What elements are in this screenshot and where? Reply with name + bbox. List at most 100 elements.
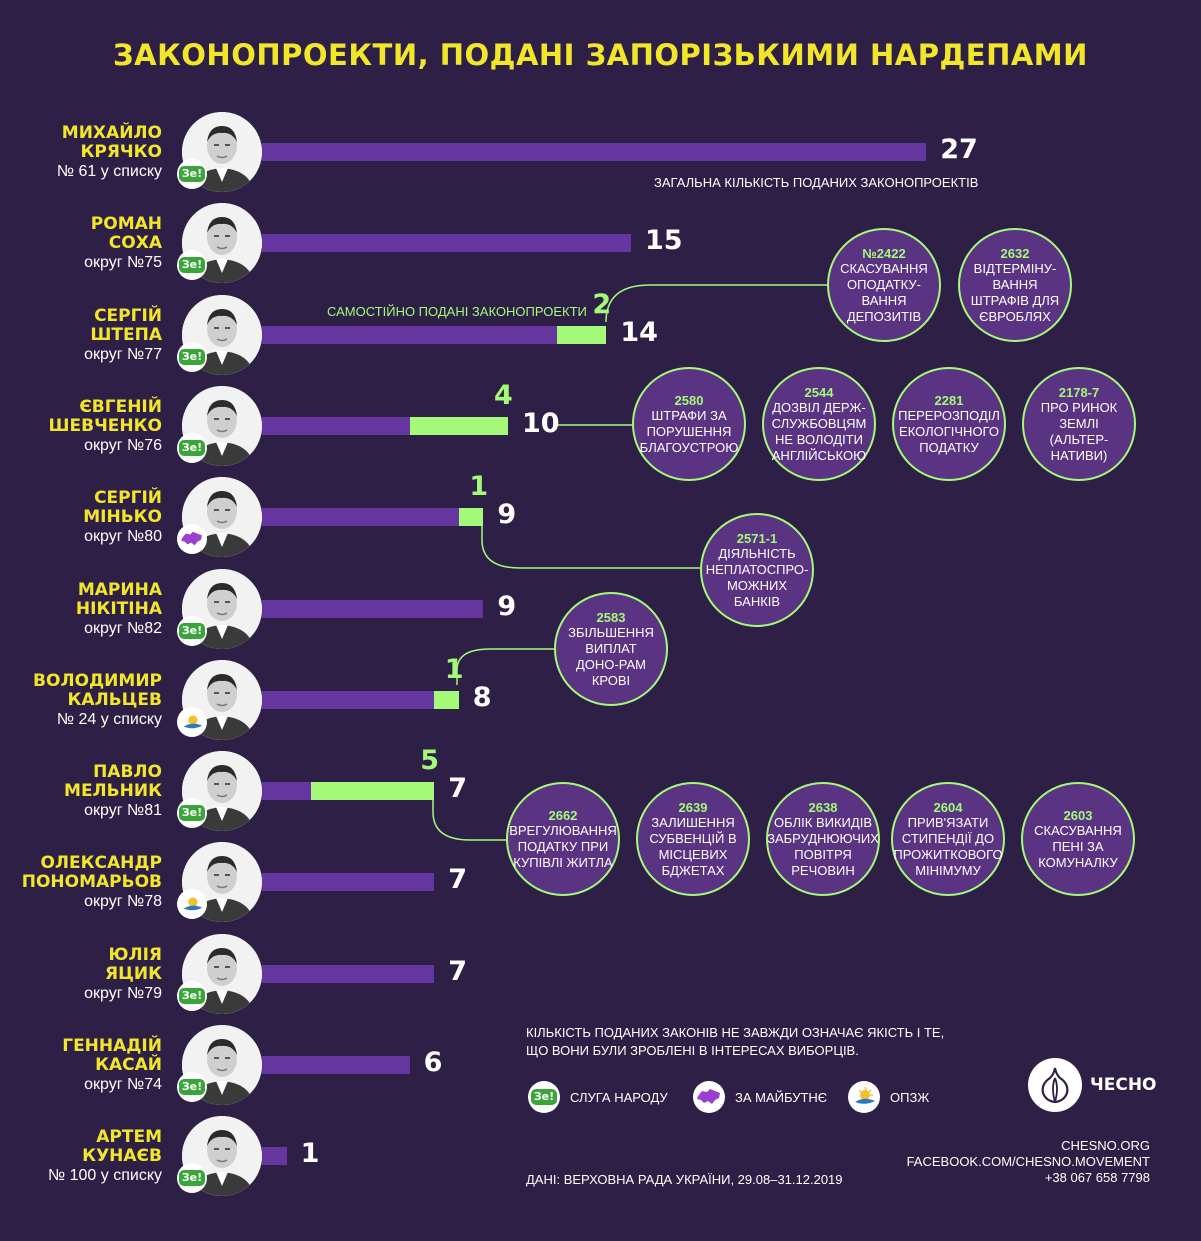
self-caption: САМОСТІЙНО ПОДАНІ ЗАКОНОПРОЕКТИ [327,304,587,319]
total-count-label: 1 [300,1138,320,1170]
self-bar [434,690,459,709]
total-bar [262,143,927,161]
ze-badge-icon: Зе! [528,1081,560,1113]
candidate-last-name: ПОНОМАРЬОВ [21,872,162,893]
bill-title: ЗАЛИШЕННЯ СУБВЕНЦІЙ В МІСЦЕВИХ БДЖЕТАХ [649,814,737,878]
bill-bubble: 2632 ВІДТЕРМІНУ-ВАННЯ ШТРАФІВ ДЛЯ ЄВРОБЛЯ… [958,228,1072,342]
candidate-district: округ №81 [84,802,162,820]
candidate-district: № 61 у списку [56,163,162,180]
party-badge-icon: Зе! [177,1072,207,1102]
bill-title: ПЕРЕРОЗПОДІЛ ЕКОЛОГІЧНОГО ПОДАТКУ [898,407,1000,455]
party-badge-icon: Зе! [177,159,207,189]
candidate-first-name: МИХАЙЛО [61,123,162,143]
bill-title: ВРЕГУЛЮВАННЯ ПОДАТКУ ПРИ КУПІВЛІ ЖИТЛА [509,822,617,870]
total-count-label: 15 [645,225,683,257]
bill-title: ДОЗВІЛ ДЕРЖ-СЛУЖБОВЦЯМ НЕ ВОЛОДІТИ АНГЛІ… [771,399,867,463]
bill-bubble: 2571-1 ДІЯЛЬНІСТЬ НЕПЛАТОСПРО-МОЖНИХ БАНК… [700,513,814,627]
total-count-label: 8 [472,681,492,713]
candidate-district: округ №79 [84,984,162,1002]
bill-number: 2544 [804,384,834,400]
legend-maybutne: ЗА МАЙБУТНЄ [693,1081,827,1113]
self-count-label: 1 [469,471,489,503]
candidate-last-name: ЯЦИК [105,963,162,984]
candidate-photo [182,112,262,192]
candidate-last-name: КУНАЄВ [82,1146,162,1167]
total-bar [262,599,484,618]
candidate-first-name: АРТЕМ [96,1127,162,1148]
garlic-icon [1028,1058,1082,1112]
bill-title: ЗБІЛЬШЕННЯ ВИПЛАТ ДОНО-РАМ КРОВІ [568,624,654,688]
bill-number: 2638 [808,799,838,815]
candidate-last-name: КРЯЧКО [80,142,162,162]
total-bar [262,1147,287,1166]
bill-number: 2604 [933,799,963,815]
disclaimer-line-1: КІЛЬКІСТЬ ПОДАНИХ ЗАКОНІВ НЕ ЗАВЖДИ ОЗНА… [526,1025,945,1040]
bill-title: ПРИВ'ЯЗАТИ СТИПЕНДІЇ ДО ПРОЖИТКОВОГО МІН… [893,814,1003,878]
party-badge-icon [177,889,207,920]
candidate-district: округ №78 [84,893,162,911]
candidate-district: округ №75 [84,254,162,272]
candidate-last-name: ШЕВЧЕНКО [48,415,163,436]
legend-maybutne-label: ЗА МАЙБУТНЄ [735,1089,828,1105]
bill-number: 2583 [596,609,626,625]
page-title: ЗАКОНОПРОЕКТИ, ПОДАНІ ЗАПОРІЗЬКИМИ НАРДЕ… [113,38,1088,72]
bill-bubble: 2603 СКАСУВАННЯ ПЕНІ ЗА КОМУНАЛКУ [1021,782,1135,896]
candidate-first-name: ГЕННАДІЙ [62,1036,162,1056]
party-badge-icon: Зе! [177,1163,207,1194]
self-count-label: 2 [592,288,612,320]
candidate-first-name: ЄВГЕНІЙ [79,396,162,417]
logo-text: ЧЕСНО [1090,1075,1157,1095]
sun-logo-icon [848,1081,880,1113]
self-bar [311,782,435,801]
candidate-photo [182,568,262,649]
bill-number: 2580 [674,392,704,408]
candidate-last-name: СОХА [108,233,162,254]
bill-number: 2281 [934,392,964,408]
legend-ze: Зе! СЛУГА НАРОДУ [528,1081,668,1113]
legend-opzzh-label: ОПЗЖ [890,1089,930,1105]
candidate-photo [182,477,262,558]
bill-number: 2639 [678,799,708,815]
candidate-district: округ №80 [84,528,162,546]
self-bar [557,325,607,344]
candidate-first-name: РОМАН [90,214,162,235]
party-badge-icon: Зе! [177,798,207,829]
candidate-last-name: КАЛЬЦЕВ [67,689,162,710]
total-count-label: 6 [423,1047,443,1078]
total-bar [262,1056,410,1074]
disclaimer-line-2: ЩО ВОНИ БУЛИ ЗРОБЛЕНІ В ІНТЕРЕСАХ ВИБОРЦ… [526,1043,859,1058]
bill-bubble: №2422 СКАСУВАННЯ ОПОДАТКУ-ВАННЯ ДЕПОЗИТІВ [827,228,941,342]
candidate-first-name: ВОЛОДИМИР [33,670,162,691]
bill-bubble: 2178-7 ПРО РИНОК ЗЕМЛІ (АЛЬТЕР-НАТИВИ) [1022,367,1136,481]
total-count-label: 27 [940,134,978,165]
self-count-label: 4 [494,379,513,411]
bill-title: ШТРАФИ ЗА ПОРУШЕННЯ БЛАГОУСТРОЮ [639,407,739,455]
self-bar [458,508,484,527]
data-source: ДАНІ: ВЕРХОВНА РАДА УКРАЇНИ, 29.08–31.12… [526,1172,843,1187]
bill-number: 2178-7 [1058,384,1100,400]
candidate-last-name: МЕЛЬНИК [64,781,162,802]
bill-bubble: 2604 ПРИВ'ЯЗАТИ СТИПЕНДІЇ ДО ПРОЖИТКОВОГО… [891,782,1005,896]
total-count-label: 9 [497,590,517,622]
bill-bubble: 2583 ЗБІЛЬШЕННЯ ВИПЛАТ ДОНО-РАМ КРОВІ [554,592,668,706]
party-badge-icon: Зе! [177,432,207,463]
total-count-label: 7 [448,864,467,896]
site-link[interactable]: CHESNO.ORG [1061,1138,1150,1153]
candidate-first-name: ПАВЛО [93,762,162,783]
candidate-last-name: ШТЕПА [90,324,162,345]
bill-bubble: 2638 ОБЛІК ВИКИДІВ ЗАБРУДНЮЮЧИХ ПОВІТРЯ Р… [766,782,880,896]
bill-bubble: 2662 ВРЕГУЛЮВАННЯ ПОДАТКУ ПРИ КУПІВЛІ ЖИТ… [506,782,620,896]
phone-number: +38 067 658 7798 [1044,1170,1150,1185]
total-caption: ЗАГАЛЬНА КІЛЬКІСТЬ ПОДАНИХ ЗАКОНОПРОЕКТІ… [654,175,979,190]
bill-title: ДІЯЛЬНІСТЬ НЕПЛАТОСПРО-МОЖНИХ БАНКІВ [705,545,809,609]
candidate-last-name: НІКІТІНА [75,598,162,619]
party-badge-icon: Зе! [177,341,207,372]
candidate-district: округ №82 [84,619,162,637]
facebook-link[interactable]: FACEBOOK.COM/CHESNO.MOVEMENT [906,1154,1150,1169]
party-badge-icon [177,524,207,555]
self-count-label: 1 [444,653,464,685]
total-count-label: 9 [497,499,517,531]
candidate-photo [182,203,262,284]
total-bar [262,873,435,892]
ukraine-map-icon [693,1081,725,1113]
